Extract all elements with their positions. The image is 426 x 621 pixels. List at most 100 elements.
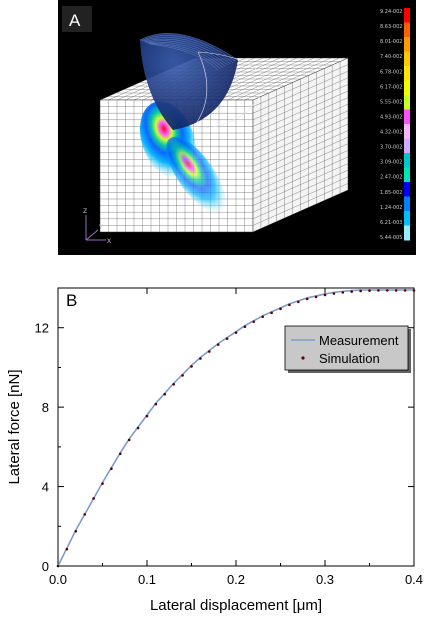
colorbar-label: 3.70-002 bbox=[380, 145, 402, 151]
simulation-point bbox=[332, 292, 336, 295]
legend-simulation-swatch bbox=[301, 356, 305, 360]
simulation-point bbox=[83, 513, 86, 516]
stress-field-tail bbox=[166, 136, 226, 214]
simulation-point bbox=[181, 374, 184, 377]
simulation-point bbox=[154, 402, 158, 406]
simulation-point bbox=[190, 365, 193, 368]
simulation-point bbox=[377, 289, 380, 292]
simulation-point bbox=[386, 289, 389, 292]
simulation-point bbox=[394, 289, 398, 292]
colorbar-legend: 9.24-002 8.63-002 8.01-002 7.40-002 6.78-002… bbox=[380, 8, 410, 241]
simulation-point bbox=[234, 331, 238, 334]
colorbar-label: 2.47-002 bbox=[380, 175, 402, 181]
colorbar-label: 3.09-002 bbox=[380, 160, 402, 166]
legend-box bbox=[284, 325, 409, 371]
simulation-point bbox=[412, 289, 416, 292]
simulation-point bbox=[359, 289, 362, 293]
colorbar-label: 7.40-002 bbox=[380, 54, 402, 60]
y-tick-label: 4 bbox=[42, 480, 49, 495]
y-tick-label: 12 bbox=[35, 321, 49, 336]
x-tick-label: 0.2 bbox=[227, 572, 245, 587]
simulation-point bbox=[243, 325, 247, 329]
simulation-point bbox=[341, 291, 345, 294]
simulation-render-panel: 9.24-002 8.63-002 8.01-002 7.40-002 6.78-002… bbox=[58, 0, 416, 255]
simulation-point bbox=[270, 311, 273, 315]
simulation-point bbox=[56, 564, 60, 568]
force-displacement-chart-panel: B 0.0 0.1 0.2 0.3 0.4 0 4 8 12 Lateral displaceme… bbox=[0, 260, 426, 621]
colorbar-label: 4.32-002 bbox=[380, 130, 402, 136]
simulation-point bbox=[252, 320, 256, 324]
simulation-point bbox=[199, 357, 202, 360]
colorbar-swatch bbox=[404, 66, 410, 81]
simulation-point bbox=[403, 289, 407, 292]
simulation-point bbox=[314, 295, 318, 299]
simulation-point bbox=[172, 383, 175, 386]
simulation-point bbox=[216, 343, 220, 346]
fem-mesh-visualization: 9.24-002 8.63-002 8.01-002 7.40-002 6.78-002… bbox=[62, 6, 410, 245]
colorbar-label: 5.44-005 bbox=[380, 235, 402, 241]
colorbar-label: 1.85-002 bbox=[380, 190, 402, 196]
simulation-point bbox=[323, 293, 327, 297]
colorbar-swatch bbox=[404, 182, 410, 197]
colorbar-swatch bbox=[404, 138, 410, 154]
axis-triad-y-label: Y bbox=[98, 224, 103, 231]
simulation-point bbox=[65, 547, 69, 551]
simulation-point bbox=[305, 297, 309, 301]
simulation-point bbox=[368, 289, 371, 292]
simulation-point bbox=[127, 438, 131, 442]
panel-a-label: A bbox=[69, 11, 81, 30]
force-displacement-chart: B 0.0 0.1 0.2 0.3 0.4 0 4 8 12 Lateral displaceme… bbox=[6, 287, 423, 614]
colorbar-label: 8.01-002 bbox=[380, 39, 402, 45]
simulation-point bbox=[279, 307, 282, 311]
x-tick-label: 0.4 bbox=[405, 572, 423, 587]
colorbar-swatch bbox=[404, 8, 410, 23]
colorbar-label: 4.93-002 bbox=[380, 114, 402, 120]
colorbar-swatch bbox=[404, 196, 410, 212]
y-tick-label: 0 bbox=[42, 559, 49, 574]
panel-a-label-backdrop bbox=[62, 6, 92, 32]
x-tick-label: 0.3 bbox=[316, 572, 334, 587]
y-axis-title: Lateral force [nN] bbox=[6, 369, 23, 484]
x-axis-title: Lateral displacement [μm] bbox=[150, 597, 322, 614]
colorbar-label: 5.55-002 bbox=[380, 99, 402, 105]
colorbar-swatch bbox=[404, 95, 410, 110]
colorbar-label: 6.78-002 bbox=[380, 69, 402, 75]
legend-measurement-label: Measurement bbox=[319, 333, 399, 348]
indenter-tip bbox=[139, 33, 269, 131]
axis-triad-z-label: Z bbox=[83, 208, 87, 215]
y-tick-label: 8 bbox=[42, 400, 49, 415]
simulation-point bbox=[288, 303, 291, 307]
simulation-point bbox=[163, 392, 167, 396]
colorbar-label: 1.24-002 bbox=[380, 205, 402, 211]
simulation-point bbox=[350, 290, 354, 293]
axis-triad-icon: Z Y X bbox=[83, 208, 111, 245]
simulation-point bbox=[136, 426, 140, 430]
x-tick-label: 0.0 bbox=[49, 572, 67, 587]
axis-triad-x-label: X bbox=[107, 238, 111, 245]
colorbar-swatch bbox=[404, 211, 410, 226]
colorbar-swatch bbox=[404, 22, 410, 38]
x-tick-label: 0.1 bbox=[138, 572, 156, 587]
colorbar-label: 6.21-003 bbox=[380, 220, 402, 226]
colorbar-label: 9.24-002 bbox=[380, 9, 402, 15]
simulation-point bbox=[92, 497, 95, 500]
colorbar-swatch bbox=[404, 225, 410, 241]
colorbar-swatch bbox=[404, 109, 410, 125]
chart-legend: Measurement Simulation bbox=[284, 325, 411, 373]
simulation-point bbox=[225, 337, 229, 340]
simulation-point bbox=[145, 414, 149, 418]
colorbar-swatch bbox=[404, 153, 410, 168]
colorbar-label: 6.17-002 bbox=[380, 84, 402, 90]
legend-simulation-label: Simulation bbox=[319, 351, 380, 366]
simulation-point bbox=[110, 467, 113, 470]
colorbar-swatch bbox=[404, 167, 410, 183]
simulation-point bbox=[74, 529, 78, 533]
colorbar-swatch bbox=[404, 37, 410, 52]
colorbar-swatch bbox=[404, 80, 410, 96]
colorbar-swatch bbox=[404, 51, 410, 67]
simulation-point bbox=[297, 300, 300, 304]
colorbar-swatch bbox=[404, 124, 410, 139]
simulation-point bbox=[208, 350, 211, 353]
simulation-point bbox=[119, 452, 122, 456]
simulation-point bbox=[261, 315, 265, 319]
